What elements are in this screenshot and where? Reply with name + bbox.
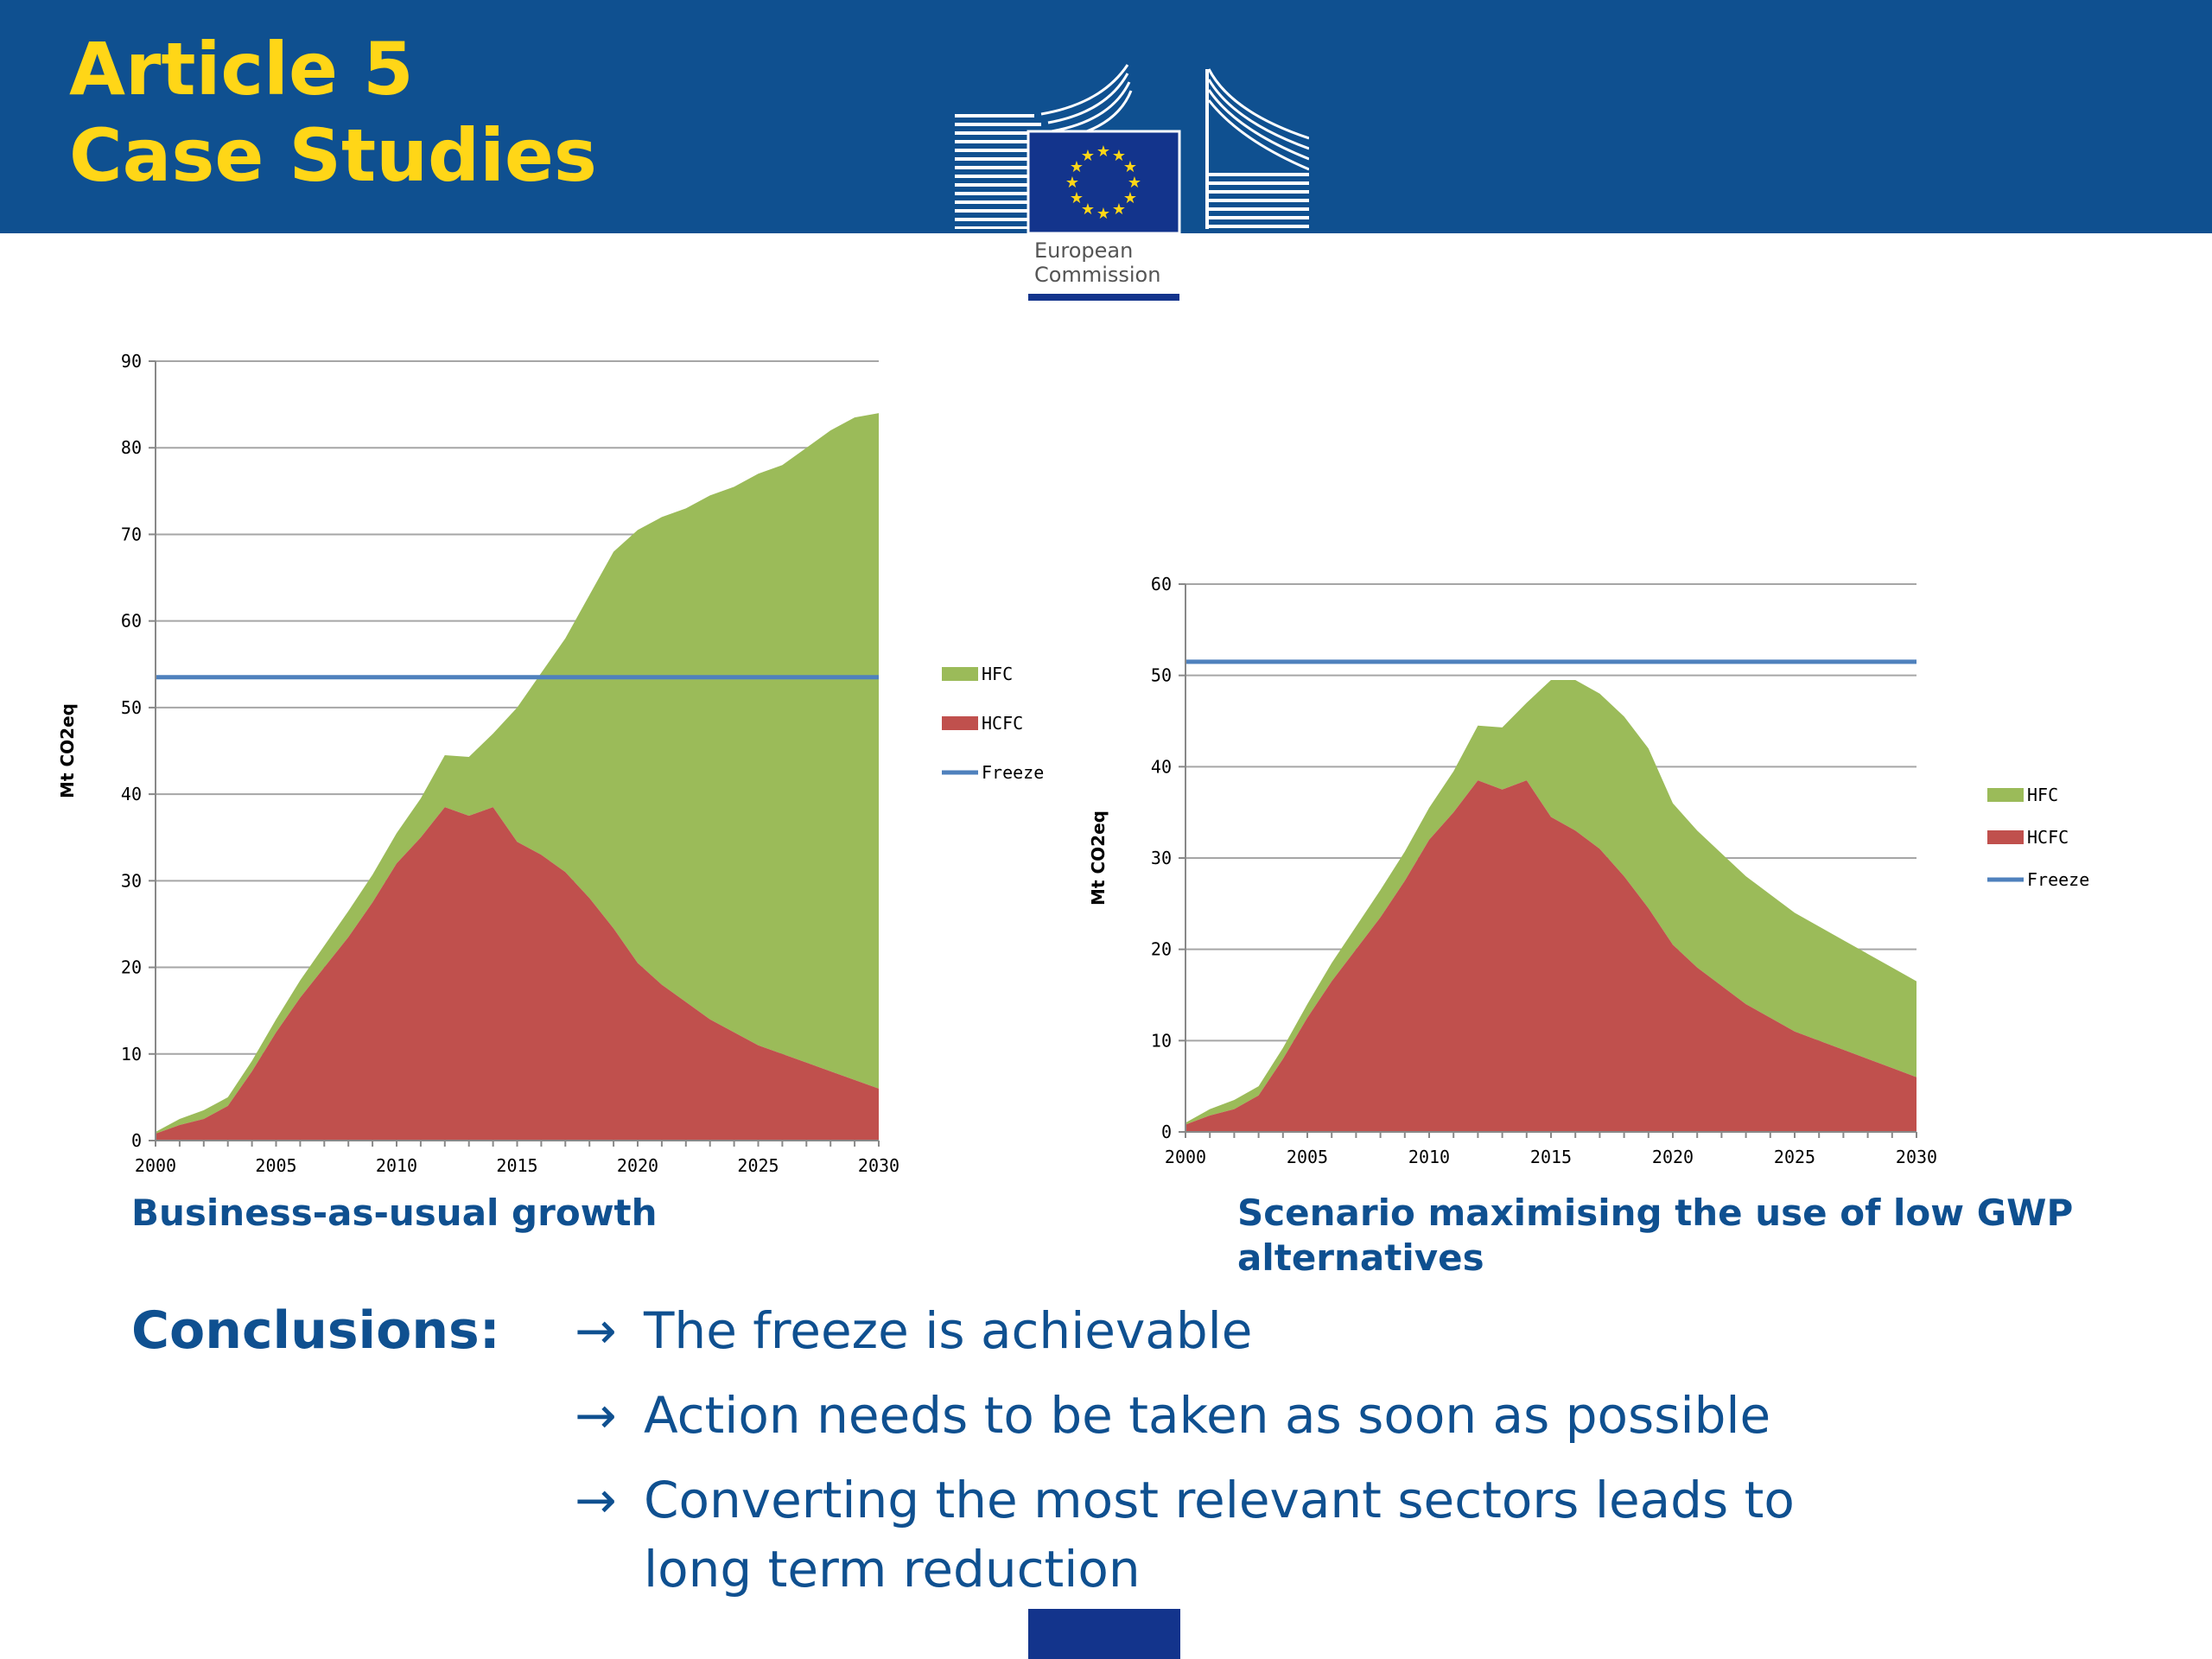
x-tick-label: 2000 — [135, 1155, 176, 1176]
slide-title: Article 5 Case Studies — [69, 26, 597, 199]
svg-text:★: ★ — [1123, 158, 1137, 176]
y-tick-label: 30 — [1151, 848, 1172, 868]
y-tick-label: 90 — [121, 351, 142, 372]
hfc-area — [1185, 679, 1916, 1125]
logo-text-line1: European — [1034, 238, 1133, 263]
y-axis-title: Mt CO2eq — [1088, 810, 1109, 906]
hfc-area — [156, 413, 879, 1134]
caption-business-as-usual: Business-as-usual growth — [131, 1192, 658, 1234]
legend-swatch — [942, 716, 978, 730]
footer-eu-tab — [1028, 1609, 1180, 1659]
slide-title-line2: Case Studies — [69, 113, 597, 198]
y-tick-label: 10 — [121, 1044, 142, 1065]
x-tick-label: 2005 — [255, 1155, 296, 1176]
conclusion-item: → The freeze is achievable — [575, 1296, 2130, 1365]
legend-label: Freeze — [2027, 869, 2089, 890]
hcfc-area — [156, 807, 879, 1141]
hcfc-area — [1185, 780, 1916, 1132]
conclusion-text: Action needs to be taken as soon as poss… — [644, 1386, 1771, 1445]
svg-text:★: ★ — [1128, 174, 1141, 192]
y-tick-label: 20 — [1151, 939, 1172, 960]
legend-swatch — [1987, 830, 2024, 844]
legend-label: Freeze — [982, 762, 1044, 783]
y-tick-label: 50 — [1151, 665, 1172, 686]
x-tick-label: 2030 — [858, 1155, 899, 1176]
logo-underline — [1028, 294, 1179, 301]
svg-text:★: ★ — [1096, 205, 1110, 223]
arrow-icon: → — [575, 1301, 617, 1360]
legend-label: HFC — [2027, 785, 2058, 805]
x-tick-label: 2025 — [1774, 1147, 1815, 1167]
x-tick-label: 2005 — [1287, 1147, 1328, 1167]
conclusion-text: Converting the most relevant sectors lea… — [644, 1471, 1795, 1599]
x-tick-label: 2015 — [1530, 1147, 1572, 1167]
conclusion-item: → Action needs to be taken as soon as pos… — [575, 1381, 2130, 1450]
svg-text:★: ★ — [1081, 200, 1095, 219]
y-tick-label: 50 — [121, 697, 142, 718]
y-tick-label: 40 — [1151, 756, 1172, 777]
svg-text:★: ★ — [1096, 143, 1110, 161]
y-tick-label: 70 — [121, 524, 142, 544]
x-tick-label: 2000 — [1165, 1147, 1206, 1167]
x-tick-label: 2020 — [1652, 1147, 1694, 1167]
svg-text:★: ★ — [1112, 147, 1126, 165]
x-tick-label: 2010 — [376, 1155, 417, 1176]
legend-label: HCFC — [2027, 827, 2069, 848]
x-tick-label: 2020 — [617, 1155, 658, 1176]
svg-text:★: ★ — [1065, 174, 1079, 192]
legend-label: HFC — [982, 664, 1013, 684]
y-tick-label: 60 — [121, 611, 142, 632]
y-tick-label: 80 — [121, 437, 142, 458]
svg-text:★: ★ — [1112, 200, 1126, 219]
y-tick-label: 20 — [121, 957, 142, 978]
y-axis-title: Mt CO2eq — [57, 703, 78, 798]
building-stripes-right — [1205, 68, 1309, 229]
svg-text:★: ★ — [1081, 147, 1095, 165]
x-tick-label: 2015 — [496, 1155, 537, 1176]
arrow-icon: → — [575, 1471, 617, 1529]
legend-swatch — [942, 667, 978, 681]
y-tick-label: 0 — [1161, 1122, 1172, 1142]
x-tick-label: 2010 — [1408, 1147, 1450, 1167]
caption-low-gwp-scenario: Scenario maximising the use of low GWP a… — [1237, 1192, 2074, 1279]
conclusion-item: → Converting the most relevant sectors le… — [575, 1465, 2130, 1604]
arrow-icon: → — [575, 1386, 617, 1445]
svg-text:★: ★ — [1070, 189, 1084, 207]
logo-text-background — [1028, 233, 1179, 304]
eu-stars: ★ ★★ ★★★ ★★★ ★★★ — [1065, 143, 1141, 223]
svg-text:★: ★ — [1123, 189, 1137, 207]
y-tick-label: 0 — [131, 1130, 142, 1151]
conclusions-label: Conclusions: — [131, 1300, 500, 1361]
svg-text:★: ★ — [1070, 158, 1084, 176]
eu-flag — [1027, 130, 1181, 235]
legend-label: HCFC — [982, 713, 1023, 734]
x-tick-label: 2025 — [737, 1155, 779, 1176]
y-tick-label: 60 — [1151, 574, 1172, 594]
european-commission-logo: ★ ★★ ★★★ ★★★ ★★★ European Commission — [955, 64, 1309, 301]
logo-text-line2: Commission — [1034, 263, 1160, 287]
legend-swatch — [1987, 788, 2024, 802]
y-tick-label: 30 — [121, 870, 142, 891]
y-tick-label: 40 — [121, 784, 142, 804]
x-tick-label: 2030 — [1896, 1147, 1937, 1167]
y-tick-label: 10 — [1151, 1030, 1172, 1051]
conclusion-text: The freeze is achievable — [644, 1301, 1253, 1360]
slide-title-line1: Article 5 — [69, 27, 414, 111]
